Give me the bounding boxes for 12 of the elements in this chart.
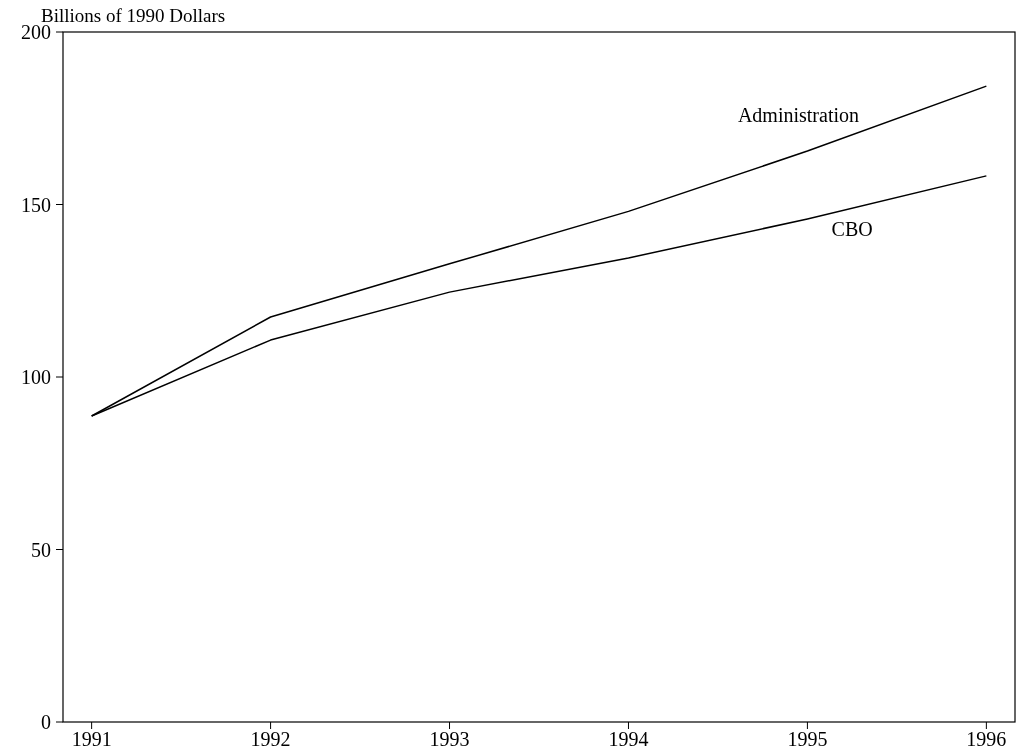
series-label: CBO [831, 218, 873, 241]
y-tick-label: 0 [41, 711, 51, 733]
x-tick-label: 1992 [250, 728, 291, 750]
x-tick-label: 1993 [429, 728, 470, 750]
series-label: Administration [737, 104, 860, 127]
x-tick-label: 1996 [966, 728, 1007, 750]
y-tick-label: 150 [21, 193, 51, 216]
x-tick-label: 1991 [71, 728, 112, 750]
x-tick-label: 1994 [608, 728, 649, 750]
y-tick-label: 50 [31, 538, 51, 561]
y-tick-label: 100 [21, 366, 51, 388]
x-tick-label: 1995 [787, 728, 828, 750]
